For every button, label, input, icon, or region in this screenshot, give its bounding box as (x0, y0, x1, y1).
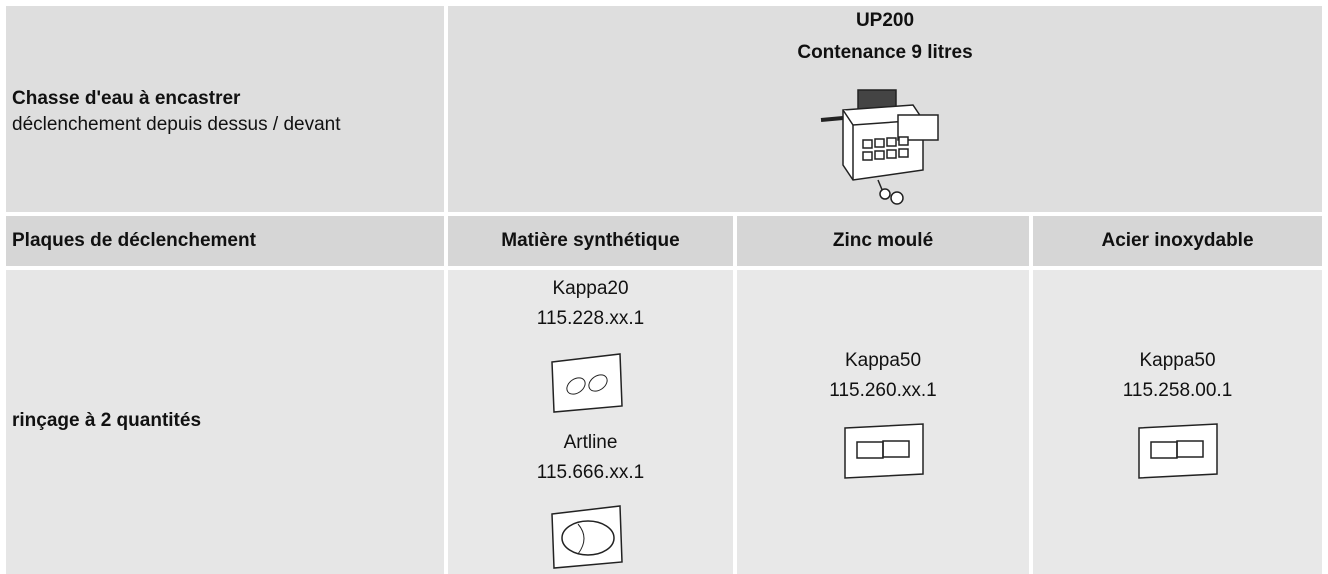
column-header: Acier inoxydable (1101, 230, 1254, 251)
product-name: Kappa20 (552, 278, 629, 299)
product-name: Kappa50 (1139, 350, 1216, 371)
product-name: UP200 (855, 10, 915, 31)
column-header-cell: Zinc moulé (737, 216, 1029, 266)
column-header: Zinc moulé (832, 230, 934, 251)
product-code: 115.260.xx.1 (829, 380, 937, 401)
column-header-cell: Acier inoxydable (1033, 216, 1322, 266)
plate-drawing (1138, 423, 1218, 479)
product-code: 115.228.xx.1 (536, 308, 645, 329)
product-cell: Kappa20 115.228.xx.1 Artline 115.666.xx.… (448, 270, 733, 574)
column-header-cell: Matière synthétique (448, 216, 733, 266)
header-left-cell: Chasse d'eau à encastrer déclenchement d… (6, 6, 444, 212)
product-cell: Kappa50 115.260.xx.1 (737, 270, 1029, 574)
row-label-cell: rinçage à 2 quantités (6, 270, 444, 574)
product-cell: Kappa50 115.258.00.1 (1033, 270, 1322, 574)
product-name: Kappa50 (844, 350, 922, 371)
header-right-cell: UP200 Contenance 9 litres (448, 6, 1322, 212)
plate-drawing (551, 505, 623, 569)
product-capacity: Contenance 9 litres (797, 42, 973, 63)
product-code: 115.258.00.1 (1122, 380, 1233, 401)
header-subtitle: déclenchement depuis dessus / devant (12, 114, 341, 135)
plate-drawing (551, 353, 623, 413)
plate-drawing (844, 423, 924, 479)
column-header-cell: Plaques de déclenchement (6, 216, 444, 266)
product-name: Artline (563, 432, 618, 453)
column-header: Matière synthétique (501, 230, 680, 251)
column-header: Plaques de déclenchement (12, 230, 256, 251)
header-title: Chasse d'eau à encastrer (12, 88, 241, 109)
row-label: rinçage à 2 quantités (12, 410, 202, 431)
cistern-drawing (820, 89, 939, 205)
product-code: 115.666.xx.1 (536, 462, 645, 483)
